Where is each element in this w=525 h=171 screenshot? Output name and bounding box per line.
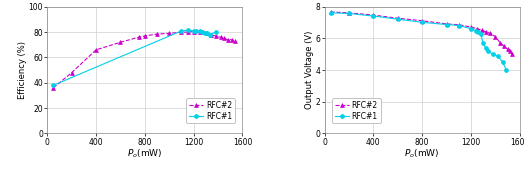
RFC#1 — [419, 21, 425, 23]
RFC#1 — [202, 32, 208, 34]
RFC#1 — [199, 31, 205, 33]
RFC#2 — [166, 32, 172, 34]
RFC#1 — [485, 50, 491, 52]
RFC#1 — [50, 84, 57, 86]
Line: RFC#1: RFC#1 — [51, 28, 217, 87]
RFC#2 — [228, 39, 235, 41]
Legend: RFC#2, RFC#1: RFC#2, RFC#1 — [332, 98, 381, 123]
Y-axis label: Efficiency (%): Efficiency (%) — [18, 41, 27, 99]
RFC#1 — [456, 24, 462, 27]
RFC#2 — [184, 31, 191, 33]
RFC#2 — [191, 30, 197, 32]
RFC#2 — [482, 31, 489, 33]
RFC#2 — [217, 36, 224, 38]
RFC#1 — [480, 42, 486, 44]
RFC#2 — [225, 39, 231, 41]
X-axis label: $\mathit{P}_{o}$(mW): $\mathit{P}_{o}$(mW) — [127, 148, 163, 160]
RFC#2 — [117, 41, 123, 43]
RFC#2 — [221, 37, 227, 40]
RFC#2 — [207, 34, 214, 36]
RFC#2 — [142, 35, 148, 37]
RFC#1 — [490, 53, 496, 55]
Legend: RFC#2, RFC#1: RFC#2, RFC#1 — [186, 98, 235, 123]
RFC#1 — [499, 61, 506, 63]
Y-axis label: Output Voltage (V): Output Voltage (V) — [305, 31, 314, 109]
RFC#1 — [178, 30, 185, 32]
RFC#2 — [419, 20, 425, 22]
Line: RFC#1: RFC#1 — [329, 11, 508, 72]
RFC#2 — [509, 53, 516, 55]
RFC#1 — [468, 28, 474, 30]
X-axis label: $\mathit{P}_{o}$(mW): $\mathit{P}_{o}$(mW) — [404, 148, 440, 160]
RFC#1 — [193, 30, 200, 32]
RFC#2 — [346, 12, 352, 14]
Line: RFC#2: RFC#2 — [329, 10, 514, 56]
RFC#1 — [184, 29, 191, 31]
RFC#2 — [197, 31, 203, 33]
RFC#2 — [178, 31, 185, 33]
RFC#1 — [482, 47, 489, 49]
RFC#1 — [206, 34, 213, 36]
RFC#1 — [204, 32, 210, 34]
RFC#1 — [213, 31, 219, 33]
RFC#1 — [475, 31, 481, 33]
RFC#2 — [232, 40, 238, 42]
RFC#2 — [50, 87, 57, 89]
RFC#2 — [505, 48, 511, 50]
RFC#2 — [479, 29, 485, 31]
RFC#2 — [487, 32, 494, 34]
RFC#2 — [444, 23, 450, 25]
RFC#1 — [191, 30, 197, 32]
RFC#1 — [472, 30, 479, 32]
RFC#2 — [328, 11, 334, 13]
RFC#1 — [395, 18, 401, 20]
RFC#1 — [478, 33, 484, 35]
RFC#1 — [328, 12, 334, 14]
RFC#2 — [468, 26, 474, 28]
Line: RFC#2: RFC#2 — [51, 30, 237, 90]
RFC#2 — [492, 36, 499, 38]
RFC#2 — [201, 31, 207, 33]
RFC#2 — [501, 45, 507, 47]
RFC#2 — [213, 35, 219, 37]
RFC#2 — [204, 32, 210, 34]
RFC#2 — [497, 42, 503, 44]
RFC#1 — [444, 24, 450, 26]
RFC#1 — [370, 15, 376, 17]
RFC#2 — [154, 33, 160, 35]
RFC#2 — [395, 17, 401, 19]
RFC#2 — [456, 24, 462, 26]
RFC#2 — [474, 28, 480, 30]
RFC#2 — [135, 36, 142, 38]
RFC#2 — [93, 49, 99, 51]
RFC#1 — [503, 69, 509, 71]
RFC#2 — [507, 50, 513, 52]
RFC#1 — [197, 30, 203, 32]
RFC#2 — [68, 72, 75, 74]
RFC#1 — [495, 55, 501, 57]
RFC#1 — [346, 12, 352, 15]
RFC#2 — [370, 14, 376, 16]
